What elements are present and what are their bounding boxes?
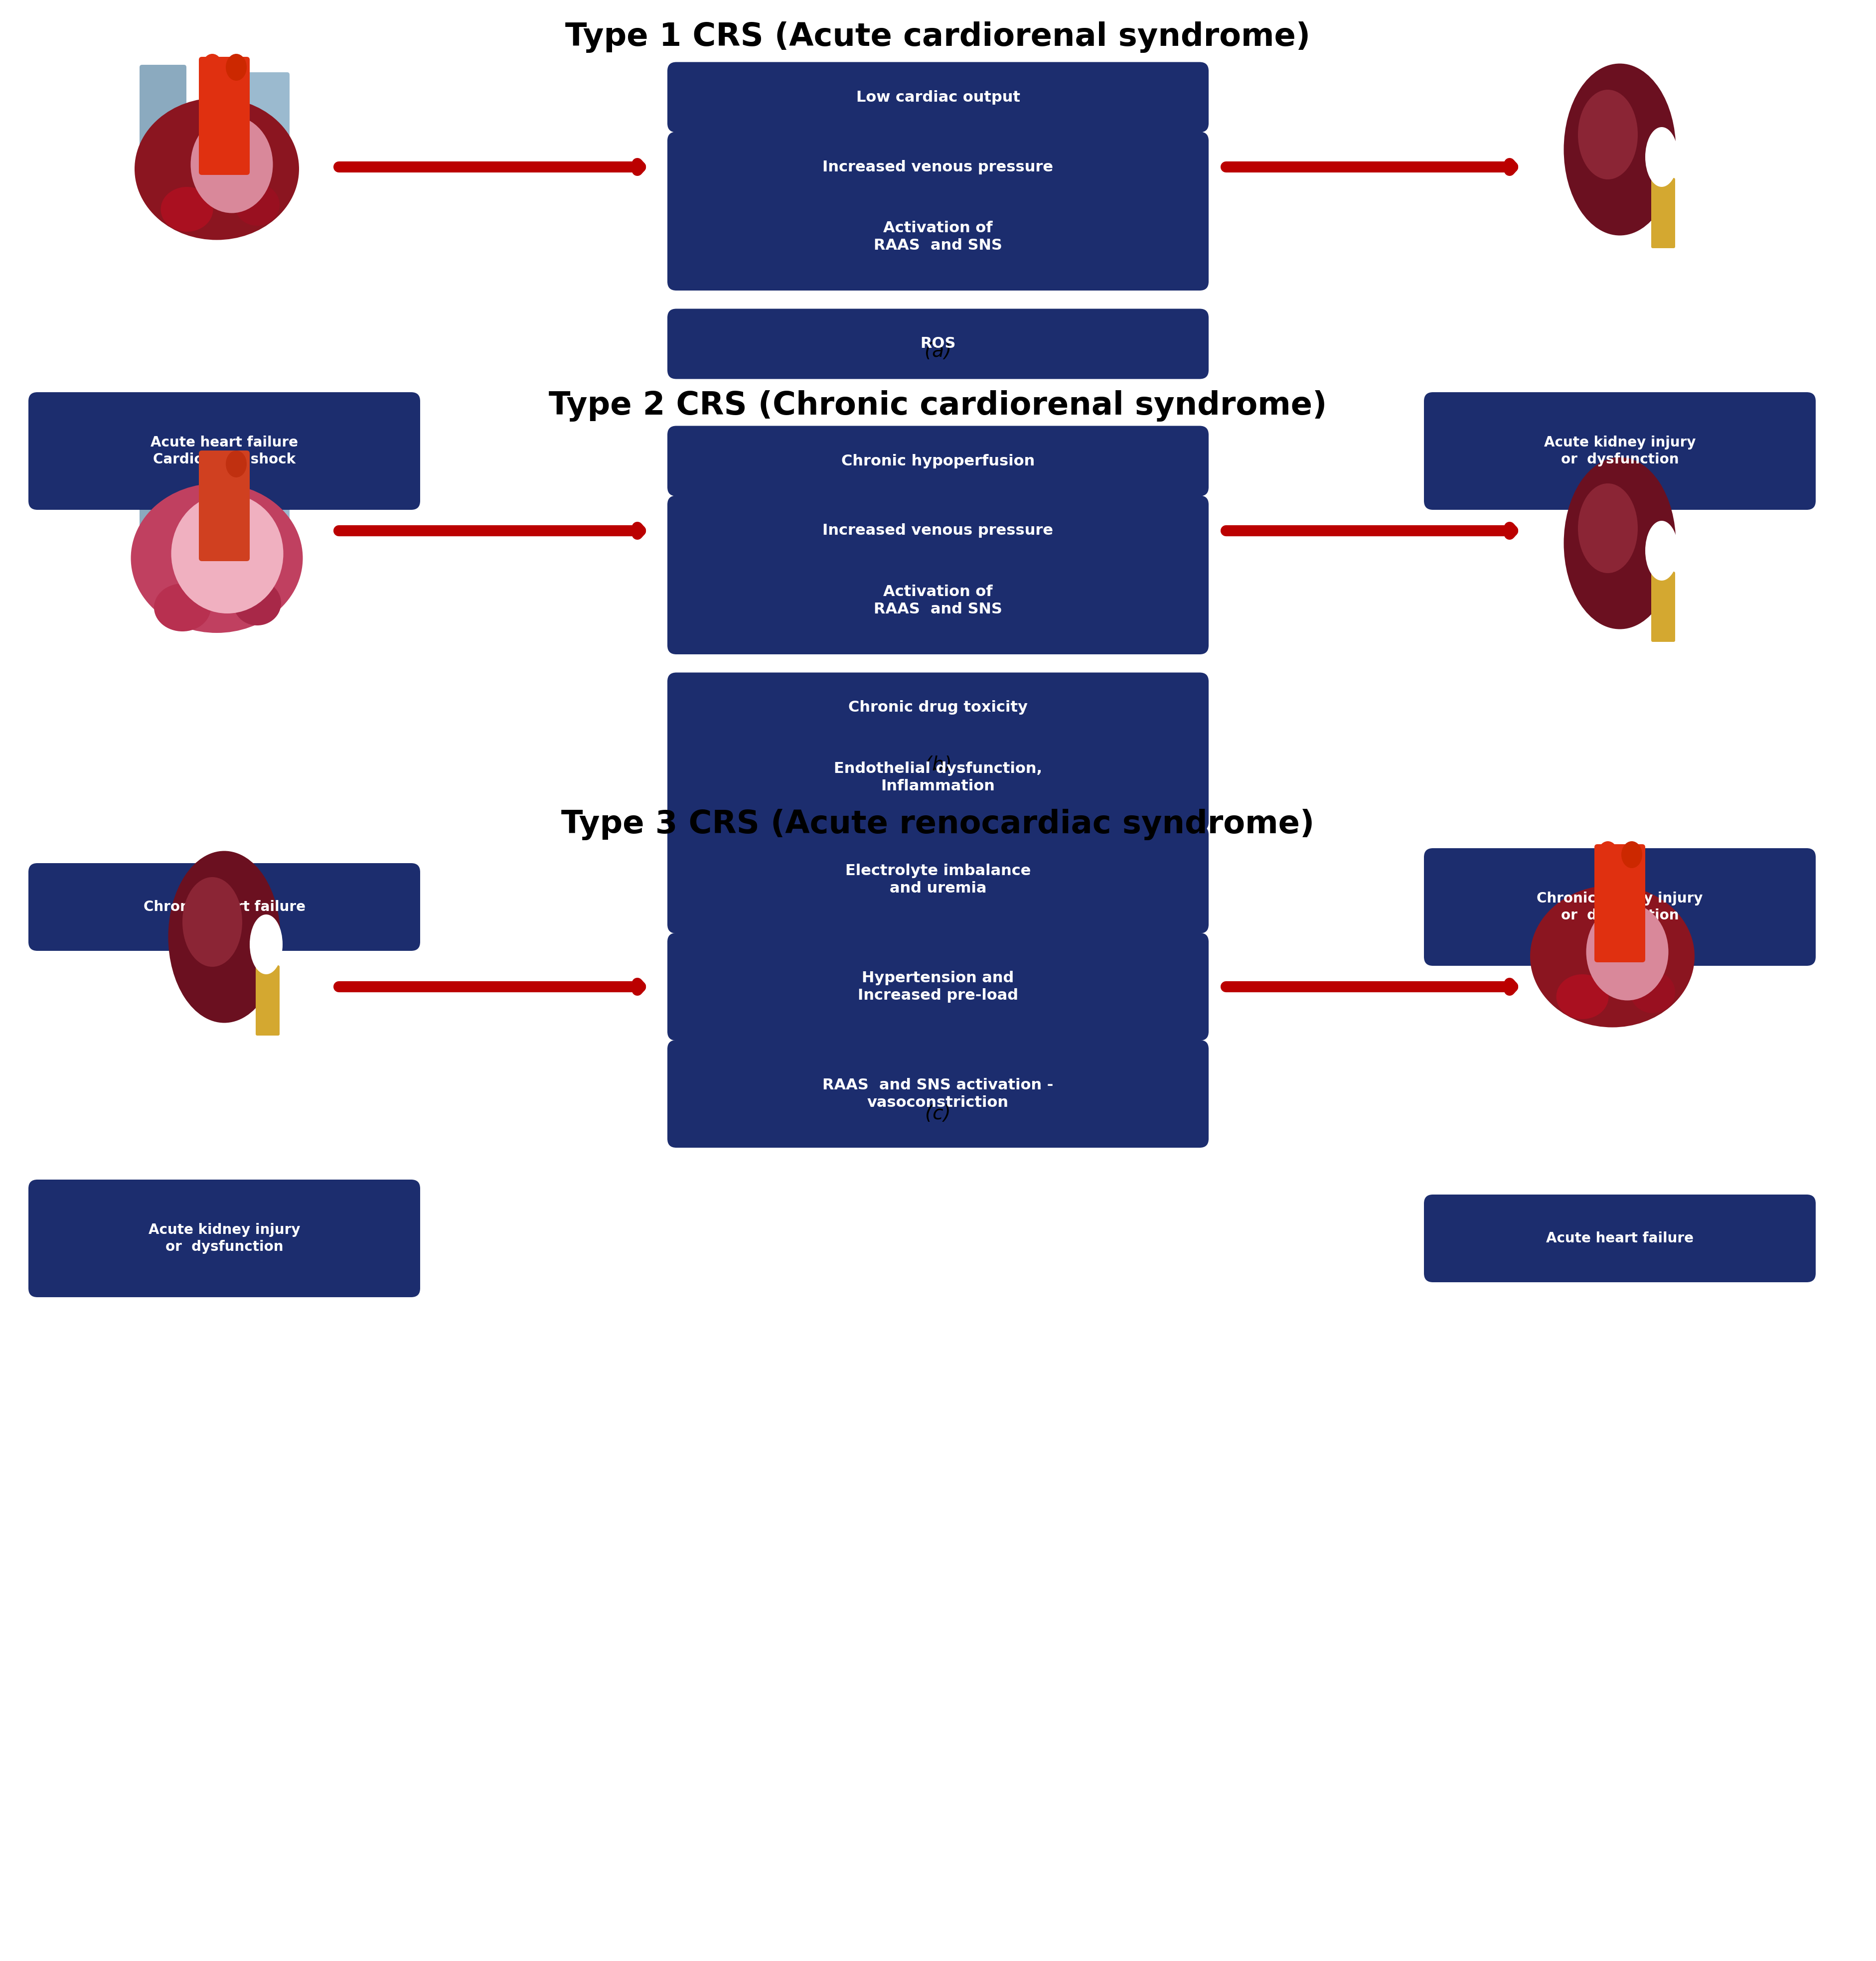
Text: Type 3 CRS (Acute renocardiac syndrome): Type 3 CRS (Acute renocardiac syndrome) (561, 810, 1315, 841)
FancyBboxPatch shape (139, 65, 186, 153)
Text: Type 2 CRS (Chronic cardiorenal syndrome): Type 2 CRS (Chronic cardiorenal syndrome… (550, 390, 1326, 422)
FancyBboxPatch shape (1424, 849, 1816, 967)
FancyBboxPatch shape (236, 73, 289, 145)
Text: Acute heart failure
Cardiogenic shock: Acute heart failure Cardiogenic shock (150, 435, 298, 467)
Ellipse shape (1531, 884, 1694, 1028)
Text: Acute kidney injury
or  dysfunction: Acute kidney injury or dysfunction (148, 1224, 300, 1253)
Text: Electrolyte imbalance
and uremia: Electrolyte imbalance and uremia (846, 863, 1030, 896)
FancyBboxPatch shape (668, 724, 1208, 831)
Text: ROS: ROS (921, 337, 955, 351)
FancyBboxPatch shape (28, 863, 420, 951)
Ellipse shape (171, 494, 283, 614)
Ellipse shape (233, 580, 281, 626)
FancyBboxPatch shape (1535, 853, 1581, 939)
FancyBboxPatch shape (668, 63, 1208, 131)
Ellipse shape (154, 584, 210, 631)
Ellipse shape (1630, 971, 1675, 1014)
Ellipse shape (191, 116, 272, 214)
Text: RAAS  and SNS activation -
vasoconstriction: RAAS and SNS activation - vasoconstricti… (822, 1079, 1054, 1110)
FancyBboxPatch shape (668, 1039, 1208, 1147)
Text: Increased venous pressure: Increased venous pressure (822, 524, 1054, 537)
Ellipse shape (1578, 484, 1638, 573)
Text: Acute kidney injury
or  dysfunction: Acute kidney injury or dysfunction (1544, 435, 1696, 467)
Text: Acute heart failure: Acute heart failure (1546, 1232, 1694, 1245)
FancyBboxPatch shape (668, 131, 1208, 202)
Ellipse shape (131, 484, 302, 633)
FancyBboxPatch shape (668, 308, 1208, 378)
FancyBboxPatch shape (668, 826, 1208, 933)
Text: (a): (a) (925, 341, 951, 361)
Ellipse shape (1565, 63, 1675, 235)
FancyBboxPatch shape (1424, 392, 1816, 510)
Ellipse shape (250, 914, 283, 975)
Text: Increased venous pressure: Increased venous pressure (822, 159, 1054, 175)
Text: Chronic drug toxicity: Chronic drug toxicity (848, 700, 1028, 716)
FancyBboxPatch shape (199, 57, 250, 175)
Text: Activation of
RAAS  and SNS: Activation of RAAS and SNS (874, 220, 1002, 253)
FancyBboxPatch shape (1424, 1194, 1816, 1282)
FancyBboxPatch shape (199, 451, 250, 561)
FancyBboxPatch shape (1632, 859, 1685, 931)
FancyBboxPatch shape (1595, 843, 1645, 963)
Ellipse shape (1557, 975, 1608, 1020)
Text: (b): (b) (925, 755, 951, 775)
Ellipse shape (1565, 457, 1675, 629)
Text: (c): (c) (925, 1104, 951, 1124)
Ellipse shape (1596, 841, 1619, 869)
FancyBboxPatch shape (28, 1181, 420, 1296)
Ellipse shape (161, 186, 214, 231)
FancyBboxPatch shape (668, 933, 1208, 1041)
Ellipse shape (203, 451, 223, 477)
FancyBboxPatch shape (28, 392, 420, 510)
FancyBboxPatch shape (668, 496, 1208, 567)
Ellipse shape (1587, 904, 1668, 1000)
Ellipse shape (1645, 127, 1679, 186)
FancyBboxPatch shape (668, 673, 1208, 743)
Ellipse shape (225, 451, 248, 477)
FancyBboxPatch shape (236, 467, 289, 537)
Ellipse shape (225, 53, 248, 80)
FancyBboxPatch shape (1651, 178, 1675, 249)
Text: Low cardiac output: Low cardiac output (855, 90, 1021, 104)
Ellipse shape (1621, 841, 1642, 869)
Text: Hypertension and
Increased pre-load: Hypertension and Increased pre-load (857, 971, 1019, 1002)
FancyBboxPatch shape (1651, 571, 1675, 641)
FancyBboxPatch shape (668, 547, 1208, 655)
FancyBboxPatch shape (668, 426, 1208, 496)
Ellipse shape (203, 53, 223, 80)
Ellipse shape (135, 98, 298, 239)
FancyBboxPatch shape (255, 965, 280, 1035)
Text: Chronic heart failure: Chronic heart failure (143, 900, 306, 914)
Text: Activation of
RAAS  and SNS: Activation of RAAS and SNS (874, 584, 1002, 616)
Ellipse shape (1645, 522, 1679, 580)
Ellipse shape (182, 877, 242, 967)
Text: Chronic hypoperfusion: Chronic hypoperfusion (840, 453, 1036, 469)
Text: Chronic kidney injury
or  dysfunction: Chronic kidney injury or dysfunction (1536, 892, 1703, 922)
FancyBboxPatch shape (668, 182, 1208, 290)
FancyBboxPatch shape (139, 459, 186, 545)
Ellipse shape (1578, 90, 1638, 178)
Ellipse shape (234, 184, 280, 226)
Ellipse shape (169, 851, 280, 1024)
Text: Type 1 CRS (Acute cardiorenal syndrome): Type 1 CRS (Acute cardiorenal syndrome) (565, 22, 1311, 53)
Text: Endothelial dysfunction,
Inflammation: Endothelial dysfunction, Inflammation (833, 761, 1043, 794)
